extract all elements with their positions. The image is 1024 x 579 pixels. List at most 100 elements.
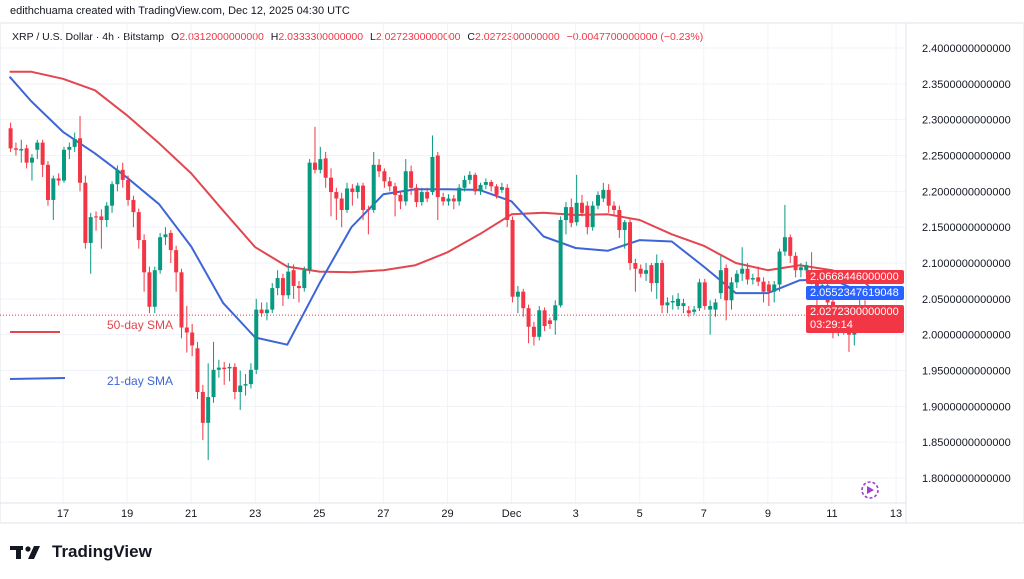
date-tick-label: Dec <box>502 508 522 520</box>
candle-up <box>467 171 472 185</box>
candle-down <box>724 264 729 321</box>
candle-up <box>264 302 269 321</box>
candle-body <box>601 189 606 199</box>
candle-body <box>553 305 558 321</box>
candle-down <box>184 306 189 353</box>
candle-body <box>174 250 179 273</box>
candle-up <box>499 182 504 193</box>
close-value: 2.0272300000000 <box>475 31 560 43</box>
price-tick-label: 1.8000000000000 <box>922 473 1011 485</box>
candle-up <box>88 212 93 274</box>
candle-body <box>798 267 803 271</box>
candle-up <box>419 187 424 206</box>
date-tick-label: 3 <box>573 508 579 520</box>
candle-down <box>94 211 99 231</box>
candle-body <box>510 220 515 297</box>
candle-up <box>355 182 360 199</box>
symbol-title[interactable]: XRP / U.S. Dollar · 4h · Bitstamp <box>12 31 165 43</box>
candle-down <box>291 264 296 299</box>
candle-up <box>644 263 649 281</box>
candle-body <box>83 182 88 243</box>
candle-body <box>131 199 136 213</box>
candle-body <box>649 265 654 284</box>
candle-up <box>478 182 483 195</box>
candle-up <box>462 175 467 192</box>
candle-body <box>227 366 232 369</box>
candle-down <box>40 139 45 178</box>
candle-body <box>35 142 40 150</box>
open-value: 2.0312000000000 <box>179 31 264 43</box>
candle-down <box>606 184 611 213</box>
candle-up <box>622 220 627 249</box>
candle-down <box>745 263 750 285</box>
price-tick-label: 1.8500000000000 <box>922 437 1011 449</box>
candle-down <box>579 194 584 217</box>
candle-up <box>515 285 520 314</box>
candle-down <box>638 264 643 278</box>
candle-up <box>318 146 323 174</box>
candle-body <box>318 159 323 170</box>
candle-body <box>334 192 339 199</box>
candle-body <box>296 285 301 289</box>
candle-up <box>110 181 115 213</box>
candle-body <box>660 263 665 306</box>
candle-body <box>622 222 627 231</box>
candle-body <box>494 186 499 195</box>
open-label: O <box>171 31 180 43</box>
date-tick-label: 17 <box>57 508 69 520</box>
candle-down <box>451 194 456 210</box>
candle-body <box>126 179 131 200</box>
price-tick-label: 2.2000000000000 <box>922 186 1011 198</box>
candle-down <box>377 159 382 178</box>
grid <box>0 23 906 503</box>
candle-body <box>19 149 24 151</box>
candle-down <box>793 252 798 278</box>
replay-icon[interactable] <box>861 481 879 499</box>
date-tick-label: 5 <box>637 508 643 520</box>
candle-down <box>414 184 419 208</box>
candle-body <box>51 178 56 200</box>
candle-body <box>793 255 798 271</box>
date-tick-label: 25 <box>313 508 325 520</box>
candle-body <box>457 187 462 202</box>
candle-body <box>206 397 211 423</box>
high-value: 2.0333300000000 <box>278 31 364 43</box>
candle-body <box>115 169 120 185</box>
candle-down <box>398 191 403 210</box>
candle-body <box>45 164 50 200</box>
candle-body <box>232 366 237 393</box>
candle-body <box>451 198 456 202</box>
candle-up <box>275 270 280 296</box>
candle-up <box>286 263 291 299</box>
candle-up <box>772 280 777 303</box>
candle-up <box>270 283 275 314</box>
tradingview-logo[interactable]: TradingView <box>10 542 152 562</box>
candle-body <box>29 157 34 163</box>
candle-down <box>83 175 88 249</box>
candle-down <box>425 187 430 203</box>
candle-up <box>734 270 739 289</box>
candle-body <box>200 392 205 423</box>
price-tick-label: 2.3500000000000 <box>922 79 1011 91</box>
candle-up <box>254 298 259 375</box>
candle-up <box>302 266 307 292</box>
candle-down <box>45 161 50 206</box>
candle-body <box>756 277 761 282</box>
candle-down <box>510 216 515 303</box>
date-tick-label: 7 <box>701 508 707 520</box>
candle-down <box>441 192 446 206</box>
candle-up <box>537 306 542 341</box>
candle-down <box>617 205 622 238</box>
candle-down <box>99 209 104 249</box>
candle-up <box>307 159 312 274</box>
candle-body <box>579 202 584 213</box>
candle-body <box>638 268 643 274</box>
candle-up <box>718 255 723 299</box>
candle-up <box>211 341 216 403</box>
sma50-line <box>9 70 871 288</box>
candle-body <box>88 217 93 243</box>
candle-down <box>200 384 205 441</box>
candle-body <box>766 284 771 292</box>
date-tick-label: 27 <box>377 508 389 520</box>
